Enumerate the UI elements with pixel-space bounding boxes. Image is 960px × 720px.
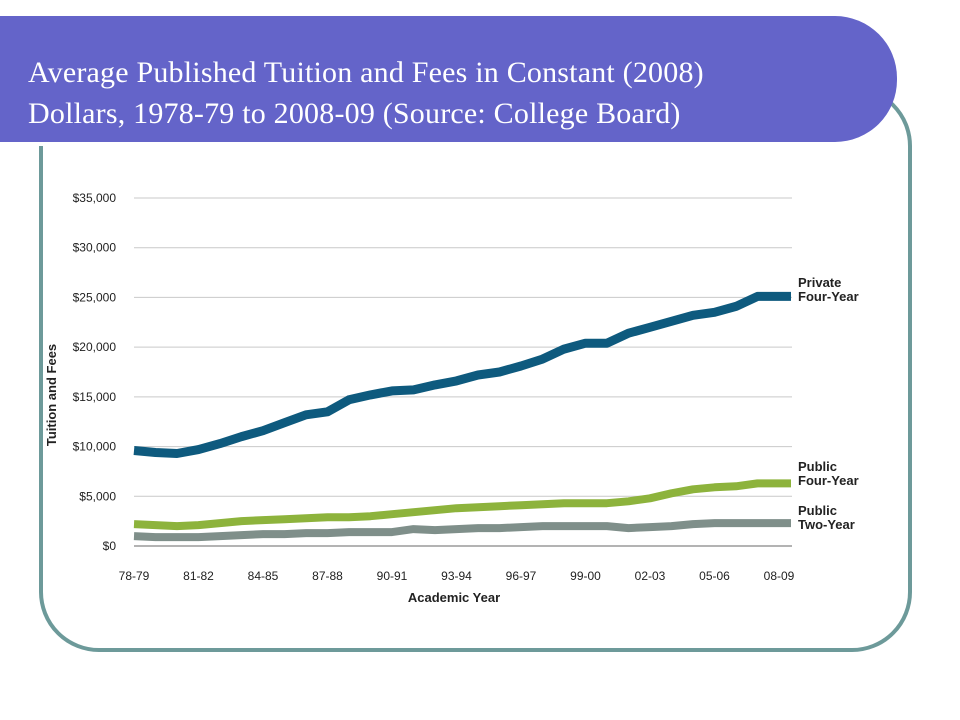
y-tick-label: $30,000: [73, 241, 117, 255]
series-line-private-four-year: [133, 291, 791, 458]
gridlines: [134, 197, 792, 547]
title-banner: Average Published Tuition and Fees in Co…: [0, 16, 897, 146]
slide-frame: [39, 86, 912, 652]
y-tick-label: $15,000: [73, 390, 117, 404]
y-tick-label: $25,000: [73, 290, 117, 304]
series-labels: PrivateFour-YearPublicFour-YearPublicTwo…: [798, 275, 859, 532]
x-tick-label: 90-91: [377, 569, 408, 583]
x-tick-label: 02-03: [635, 569, 666, 583]
x-tick-label: 78-79: [119, 569, 150, 583]
series-label-line-1: Public: [798, 503, 837, 518]
x-tick-label: 96-97: [506, 569, 537, 583]
y-tick-label: $5,000: [79, 489, 116, 503]
x-axis-ticks: 78-79 81-82 84-85 87-88 90-91 93-94 96-97 99-00…: [119, 569, 795, 583]
series-lines: [133, 291, 791, 542]
series-label-line-2: Four-Year: [798, 473, 859, 488]
y-tick-label: $0: [103, 539, 117, 553]
x-tick-label: 87-88: [312, 569, 343, 583]
y-tick-label: $35,000: [73, 191, 117, 205]
series-label-line-2: Four-Year: [798, 289, 859, 304]
x-tick-label: 99-00: [570, 569, 601, 583]
series-line-public-two-year: [133, 519, 791, 542]
y-tick-label: $20,000: [73, 340, 117, 354]
x-tick-label: 93-94: [441, 569, 472, 583]
slide-title: Average Published Tuition and Fees in Co…: [28, 52, 848, 134]
series-label-line-2: Two-Year: [798, 517, 855, 532]
series-label-line-1: Private: [798, 275, 841, 290]
slide-title-line-2: Dollars, 1978-79 to 2008-09 (Source: Col…: [28, 97, 681, 130]
x-tick-label: 05-06: [699, 569, 730, 583]
y-tick-label: $10,000: [73, 440, 117, 454]
x-axis-title: Academic Year: [408, 590, 500, 605]
x-tick-label: 08-09: [764, 569, 795, 583]
y-axis-ticks: $0 $5,000 $10,000 $15,000 $20,000 $25,000 $30,…: [73, 191, 117, 553]
series-line-public-four-year: [133, 479, 791, 531]
slide-title-line-1: Average Published Tuition and Fees in Co…: [28, 56, 704, 89]
title-underline: [0, 142, 848, 146]
x-tick-label: 84-85: [248, 569, 279, 583]
x-tick-label: 81-82: [183, 569, 214, 583]
y-axis-title: Tuition and Fees: [44, 344, 59, 446]
series-label-line-1: Public: [798, 459, 837, 474]
